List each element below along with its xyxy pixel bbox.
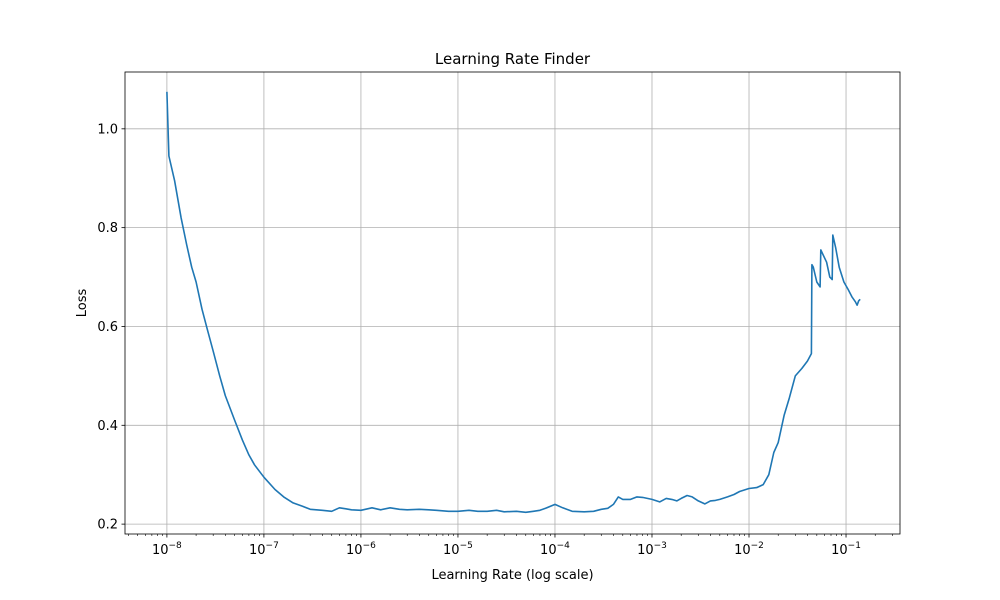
chart-title: Learning Rate Finder <box>435 50 591 68</box>
plot-frame <box>124 71 901 535</box>
x-tick-label: 10−2 <box>734 541 764 558</box>
loss-series-line <box>166 91 861 514</box>
x-tick-label: 10−3 <box>637 541 667 558</box>
y-tick-label: 0.6 <box>97 320 118 335</box>
y-tick-label: 0.8 <box>97 221 118 236</box>
y-axis-label: Loss <box>75 289 90 318</box>
x-tick-label: 10−5 <box>443 541 473 558</box>
y-tick-label: 0.2 <box>97 518 118 533</box>
ticks-layer: 10−8 10−7 10−6 10−5 10−4 10−3 10−2 10−1 0.2 0.4 0.… <box>97 122 893 558</box>
x-tick-label: 10−8 <box>152 541 182 558</box>
x-tick-label: 10−6 <box>346 541 376 558</box>
y-tick-label: 1.0 <box>97 122 118 137</box>
y-tick-label: 0.4 <box>97 419 118 434</box>
x-tick-label: 10−7 <box>249 541 279 558</box>
x-tick-label: 10−4 <box>540 541 570 558</box>
grid <box>125 72 900 534</box>
series-layer <box>166 91 861 514</box>
x-axis-label: Learning Rate (log scale) <box>431 568 593 583</box>
x-tick-label: 10−1 <box>831 541 861 558</box>
